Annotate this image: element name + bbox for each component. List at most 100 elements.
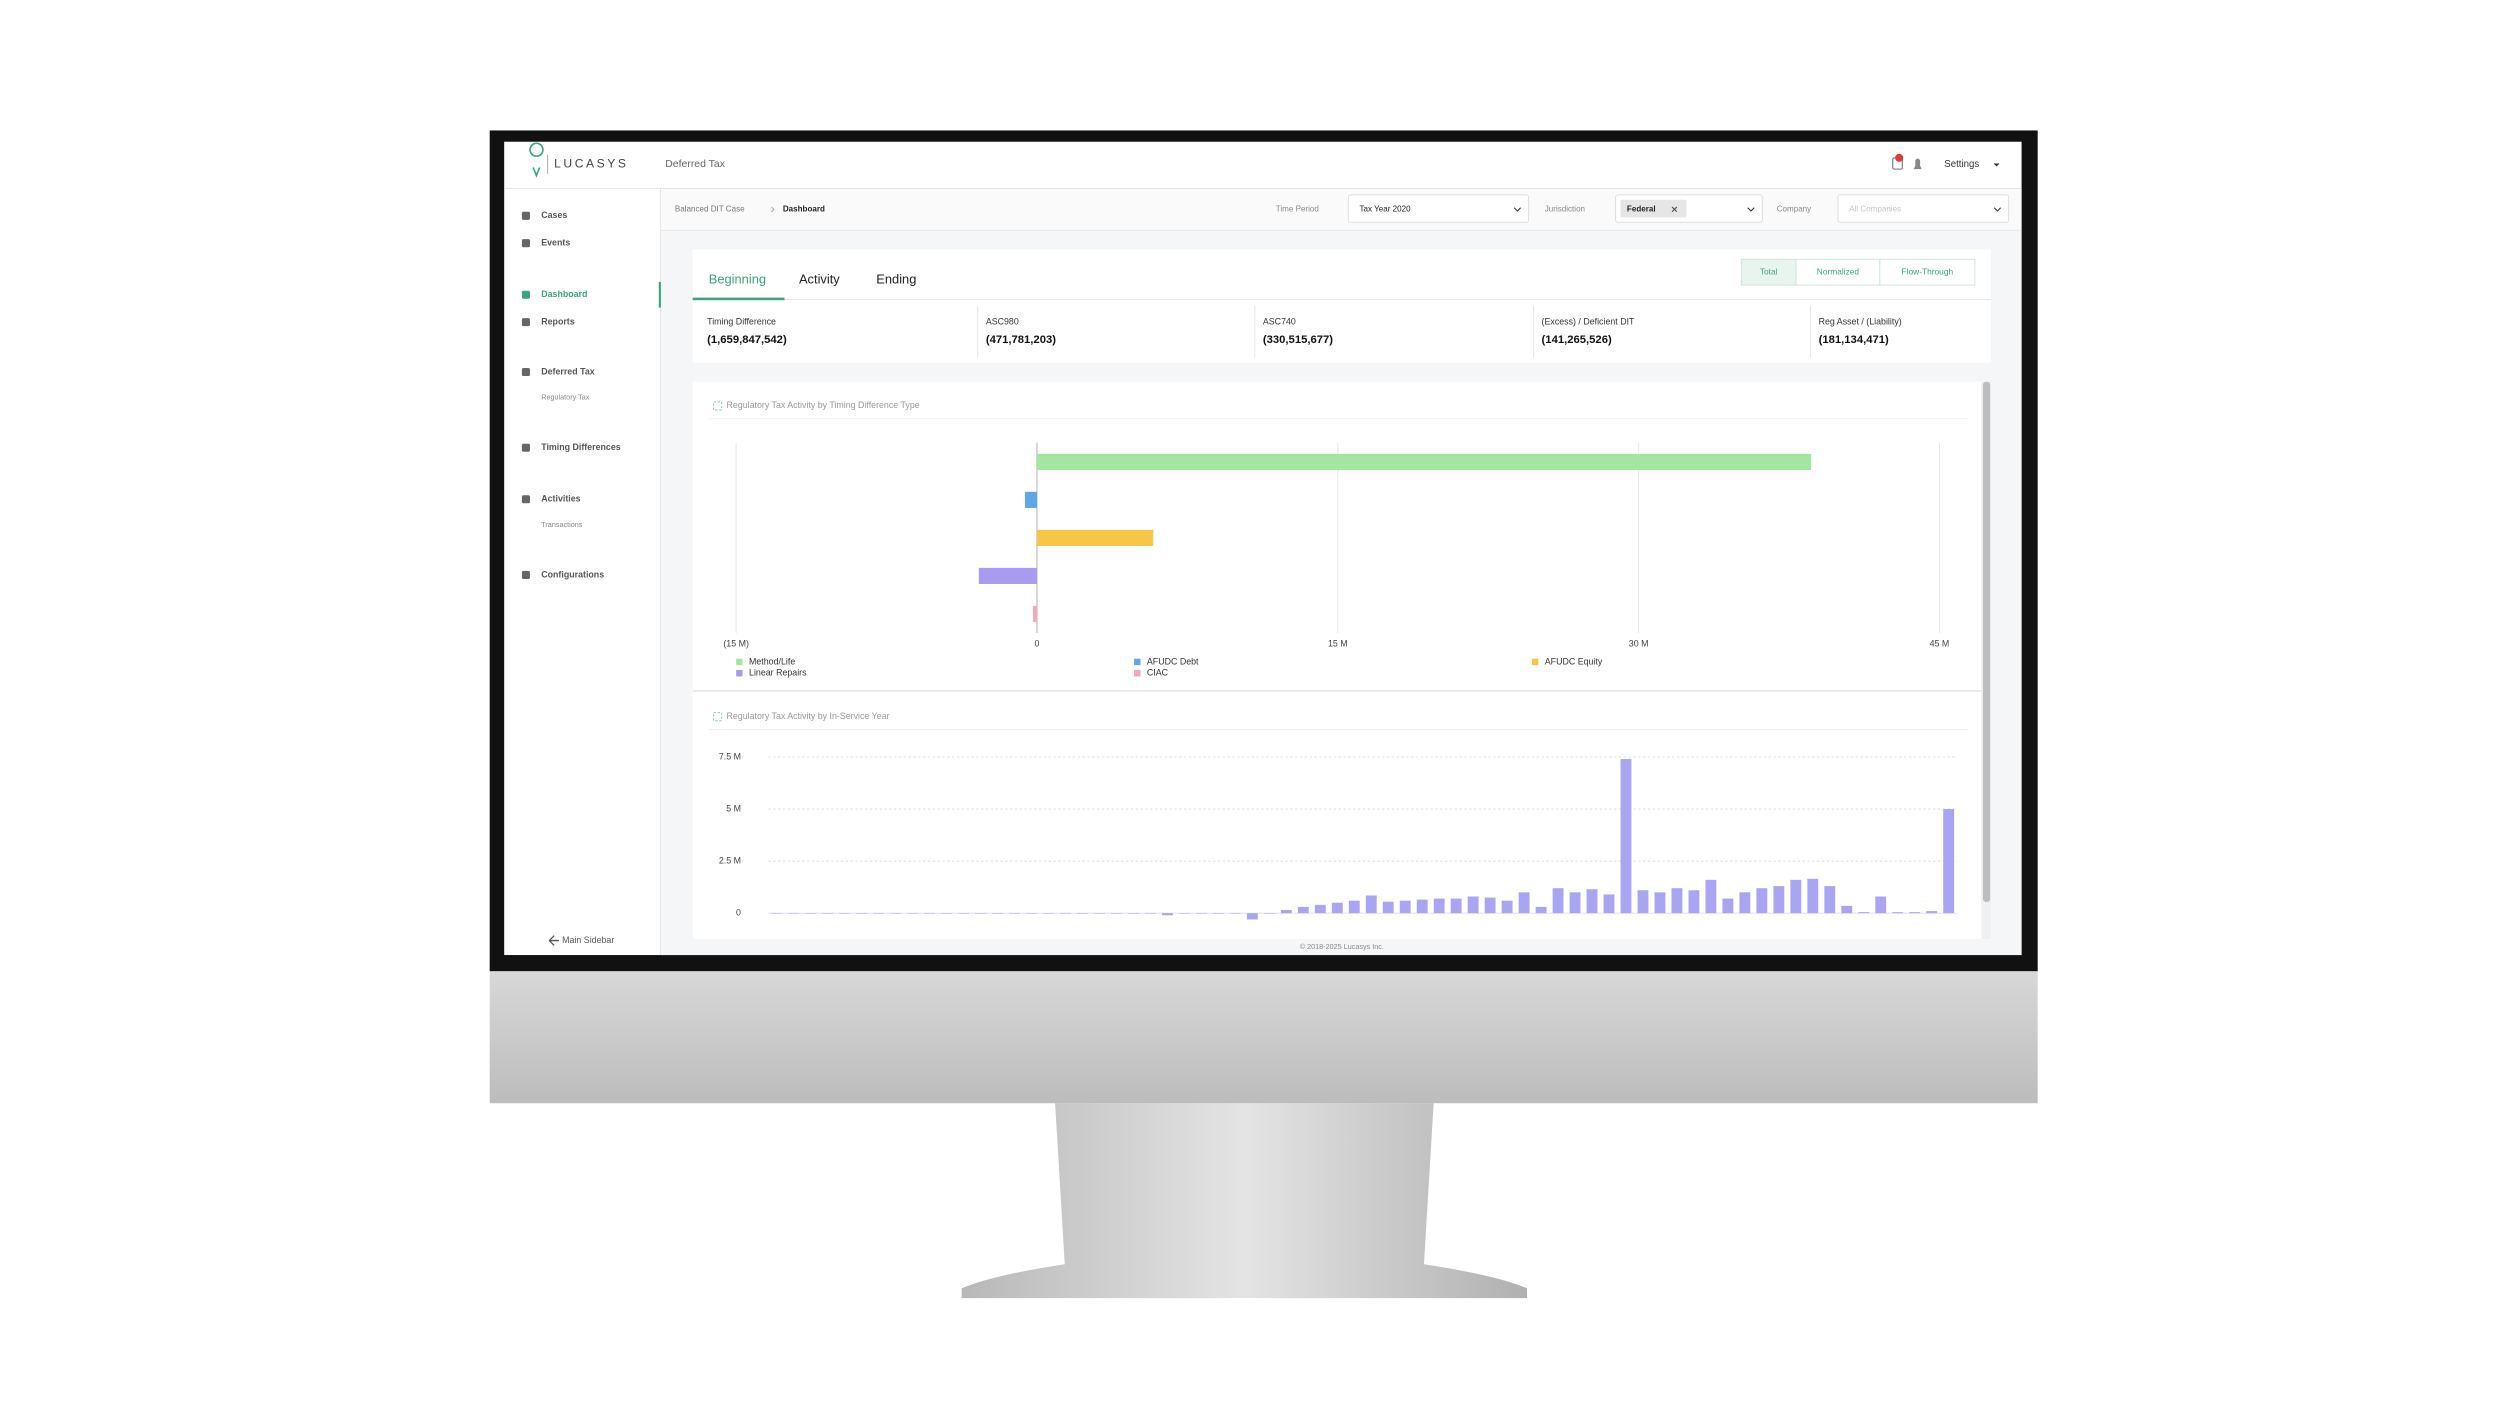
bar: [1399, 900, 1411, 914]
legend-label: Method/Life: [749, 656, 795, 666]
toggle-label: Normalized: [1817, 266, 1860, 276]
bar: [1773, 886, 1785, 914]
back-arrow: [548, 935, 559, 946]
bar: [1365, 895, 1377, 914]
bar: [1416, 899, 1428, 914]
time-period-value: Tax Year 2020: [1360, 204, 1412, 213]
jurisdiction-label: Jurisdiction: [1545, 204, 1585, 213]
bar: [1739, 892, 1751, 914]
bar: [1535, 906, 1547, 914]
nav-icon: [521, 211, 530, 220]
bar: [1807, 878, 1819, 914]
toggle-button[interactable]: [1795, 258, 1881, 286]
bar: [1841, 905, 1853, 914]
nav-item[interactable]: Reports: [541, 316, 574, 326]
y-tick-label: 5 M: [726, 803, 741, 813]
legend-swatch: [1134, 658, 1141, 666]
breadcrumb-link[interactable]: Balanced DIT Case: [675, 204, 745, 213]
settings-caret: [1993, 163, 2000, 167]
bar: [1297, 906, 1309, 914]
tab[interactable]: Beginning: [709, 272, 766, 287]
bar: [1824, 886, 1836, 914]
expand-icon[interactable]: [713, 401, 723, 411]
copyright: © 2018-2025 Lucasys Inc.: [1300, 942, 1384, 951]
nav-subitem[interactable]: Regulatory Tax: [541, 393, 590, 402]
legend-label: AFUDC Debt: [1147, 656, 1199, 666]
bar: [1688, 890, 1700, 914]
bar: [1348, 900, 1360, 914]
main-sidebar-link[interactable]: Main Sidebar: [562, 935, 614, 945]
nav-item[interactable]: Activities: [541, 494, 580, 504]
nav-icon: [521, 290, 530, 299]
bar: [1467, 896, 1479, 914]
summary-value: (330,515,677): [1263, 334, 1333, 346]
nav-icon: [521, 570, 530, 579]
toggle-button[interactable]: [1740, 258, 1797, 286]
logo-icon: [529, 142, 544, 178]
toggle-button[interactable]: [1879, 258, 1976, 286]
logo-text: LUCASYS: [554, 156, 628, 170]
nav-item[interactable]: Cases: [541, 210, 567, 220]
settings-menu[interactable]: Settings: [1944, 159, 1979, 170]
summary-label: (Excess) / Deficient DIT: [1542, 316, 1635, 326]
bar: [1722, 898, 1734, 914]
legend-swatch: [1134, 669, 1141, 677]
tab-underline: [692, 297, 785, 301]
time-period-select[interactable]: [1347, 194, 1530, 223]
y-tick-label: 7.5 M: [719, 751, 741, 761]
legend-label: Linear Repairs: [749, 668, 807, 678]
nav-subitem[interactable]: Transactions: [541, 520, 583, 529]
nav-icon: [521, 368, 530, 377]
nav-item[interactable]: Dashboard: [541, 289, 587, 299]
tab[interactable]: Ending: [876, 272, 916, 287]
summary-value: (471,781,203): [986, 334, 1056, 346]
bar: [1484, 897, 1496, 914]
jurisdiction-chip: [1620, 199, 1687, 218]
time-period-label: Time Period: [1276, 204, 1319, 213]
bar: [1756, 888, 1768, 914]
legend-swatch: [736, 669, 743, 677]
toggle-label: Flow-Through: [1902, 266, 1954, 276]
company-label: Company: [1777, 204, 1811, 213]
bar: [1892, 912, 1904, 914]
breadcrumb-current: Dashboard: [783, 204, 825, 213]
nav-item[interactable]: Timing Differences: [541, 442, 621, 452]
bar: [1671, 888, 1683, 914]
bar: [1858, 912, 1870, 914]
nav-item[interactable]: Configurations: [541, 569, 604, 579]
breadcrumb-separator: [771, 206, 775, 213]
bar: [1705, 879, 1717, 914]
toggle-label: Total: [1760, 266, 1778, 276]
bar: [1620, 759, 1632, 914]
notification-badge: [1895, 153, 1904, 162]
legend-swatch: [1531, 658, 1539, 666]
active-indicator: [658, 281, 662, 308]
scrollbar-thumb[interactable]: [1982, 381, 1991, 902]
nav-item[interactable]: Events: [541, 238, 570, 248]
tab[interactable]: Activity: [799, 272, 840, 287]
expand-icon[interactable]: [713, 712, 723, 722]
legend-swatch: [736, 658, 743, 666]
sidebar: Main Sidebar Cases Events Dashboard Reports…: [521, 188, 662, 956]
company-placeholder: All Companies: [1849, 204, 1901, 213]
chip-remove[interactable]: [1671, 206, 1678, 213]
toolbar: Balanced DIT Case Dashboard Time Period …: [660, 188, 2022, 231]
company-select[interactable]: [1837, 194, 2010, 223]
nav-icon: [521, 443, 530, 452]
summary-value: (181,134,471): [1819, 334, 1889, 346]
bell-icon[interactable]: [1913, 158, 1922, 170]
bar: [1450, 898, 1462, 914]
bar: [1943, 809, 1955, 914]
legend-label: CIAC: [1147, 668, 1169, 678]
nav-icon: [521, 495, 530, 504]
x-tick-label: 45 M: [1930, 639, 1950, 649]
x-tick-label: 15 M: [1328, 639, 1348, 649]
bar: [1331, 902, 1343, 914]
nav-icon: [521, 239, 530, 248]
nav-item[interactable]: Deferred Tax: [541, 366, 594, 376]
bar: [1909, 912, 1921, 914]
toolbar-bg: [660, 188, 2022, 231]
chevron: [1747, 207, 1755, 212]
bar: [1162, 913, 1173, 916]
